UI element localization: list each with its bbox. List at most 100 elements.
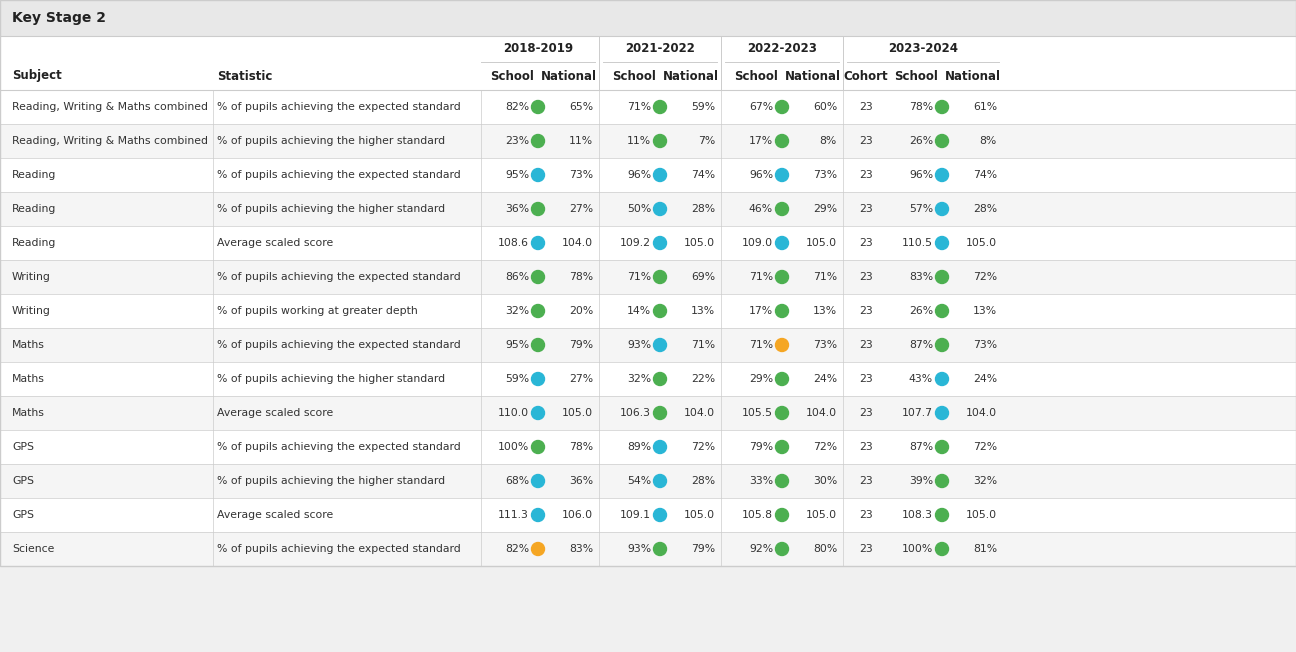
- Text: 71%: 71%: [627, 272, 651, 282]
- Text: 105.0: 105.0: [806, 238, 837, 248]
- Text: 22%: 22%: [691, 374, 715, 384]
- Bar: [0, 0, 1296, 566]
- Text: 26%: 26%: [908, 136, 933, 146]
- Text: 72%: 72%: [973, 442, 997, 452]
- Text: 43%: 43%: [908, 374, 933, 384]
- Circle shape: [775, 134, 788, 147]
- Text: 27%: 27%: [569, 374, 594, 384]
- Text: Science: Science: [12, 544, 54, 554]
- Text: 105.8: 105.8: [743, 510, 772, 520]
- Text: % of pupils working at greater depth: % of pupils working at greater depth: [216, 306, 417, 316]
- Text: School: School: [734, 70, 778, 83]
- Text: 24%: 24%: [813, 374, 837, 384]
- Circle shape: [775, 304, 788, 318]
- Text: % of pupils achieving the expected standard: % of pupils achieving the expected stand…: [216, 442, 461, 452]
- Text: 71%: 71%: [627, 102, 651, 112]
- Circle shape: [531, 406, 544, 419]
- Text: % of pupils achieving the higher standard: % of pupils achieving the higher standar…: [216, 374, 445, 384]
- Text: Average scaled score: Average scaled score: [216, 510, 333, 520]
- Bar: [0, 158, 1296, 192]
- Text: 20%: 20%: [569, 306, 594, 316]
- Text: 109.0: 109.0: [741, 238, 772, 248]
- Text: 71%: 71%: [813, 272, 837, 282]
- Circle shape: [936, 338, 949, 351]
- Text: 23: 23: [859, 374, 874, 384]
- Circle shape: [653, 441, 666, 454]
- Bar: [0, 260, 1296, 294]
- Text: 108.3: 108.3: [902, 510, 933, 520]
- Text: 13%: 13%: [691, 306, 715, 316]
- Text: Reading: Reading: [12, 170, 56, 180]
- Circle shape: [775, 475, 788, 488]
- Bar: [0, 362, 1296, 396]
- Text: 73%: 73%: [813, 340, 837, 350]
- Text: Maths: Maths: [12, 374, 45, 384]
- Text: 2022-2023: 2022-2023: [746, 42, 816, 55]
- Text: 83%: 83%: [569, 544, 594, 554]
- Text: 105.0: 105.0: [684, 238, 715, 248]
- Text: Reading, Writing & Maths combined: Reading, Writing & Maths combined: [12, 136, 207, 146]
- Text: % of pupils achieving the higher standard: % of pupils achieving the higher standar…: [216, 136, 445, 146]
- Bar: [0, 396, 1296, 430]
- Text: 30%: 30%: [813, 476, 837, 486]
- Text: 109.2: 109.2: [619, 238, 651, 248]
- Text: 61%: 61%: [973, 102, 997, 112]
- Text: 72%: 72%: [691, 442, 715, 452]
- Text: 69%: 69%: [691, 272, 715, 282]
- Text: 23%: 23%: [505, 136, 529, 146]
- Text: 23: 23: [859, 238, 874, 248]
- Text: 104.0: 104.0: [684, 408, 715, 418]
- Text: 72%: 72%: [973, 272, 997, 282]
- Circle shape: [775, 338, 788, 351]
- Circle shape: [531, 271, 544, 284]
- Text: 59%: 59%: [505, 374, 529, 384]
- Text: 59%: 59%: [691, 102, 715, 112]
- Circle shape: [653, 134, 666, 147]
- Circle shape: [653, 475, 666, 488]
- Circle shape: [531, 100, 544, 113]
- Text: 29%: 29%: [813, 204, 837, 214]
- Text: 95%: 95%: [505, 170, 529, 180]
- Text: 80%: 80%: [813, 544, 837, 554]
- Circle shape: [775, 168, 788, 181]
- Text: 106.0: 106.0: [562, 510, 594, 520]
- Text: 2023-2024: 2023-2024: [888, 42, 958, 55]
- Circle shape: [653, 271, 666, 284]
- Text: 57%: 57%: [908, 204, 933, 214]
- Circle shape: [936, 542, 949, 556]
- Text: 28%: 28%: [973, 204, 997, 214]
- Text: 95%: 95%: [505, 340, 529, 350]
- Text: 104.0: 104.0: [806, 408, 837, 418]
- Text: % of pupils achieving the expected standard: % of pupils achieving the expected stand…: [216, 170, 461, 180]
- Text: National: National: [785, 70, 841, 83]
- Text: Subject: Subject: [12, 70, 62, 83]
- Circle shape: [653, 168, 666, 181]
- Circle shape: [775, 542, 788, 556]
- Circle shape: [936, 304, 949, 318]
- Text: 100%: 100%: [498, 442, 529, 452]
- Text: 23: 23: [859, 204, 874, 214]
- Circle shape: [653, 203, 666, 216]
- Circle shape: [775, 203, 788, 216]
- Text: % of pupils achieving the expected standard: % of pupils achieving the expected stand…: [216, 102, 461, 112]
- Bar: [0, 430, 1296, 464]
- Text: 78%: 78%: [569, 442, 594, 452]
- Text: 13%: 13%: [973, 306, 997, 316]
- Text: 108.6: 108.6: [498, 238, 529, 248]
- Text: 27%: 27%: [569, 204, 594, 214]
- Text: National: National: [945, 70, 1001, 83]
- Text: 72%: 72%: [813, 442, 837, 452]
- Bar: [0, 532, 1296, 566]
- Text: 50%: 50%: [627, 204, 651, 214]
- Circle shape: [531, 203, 544, 216]
- Text: 89%: 89%: [627, 442, 651, 452]
- Text: 96%: 96%: [749, 170, 772, 180]
- Text: 82%: 82%: [505, 544, 529, 554]
- Text: School: School: [490, 70, 534, 83]
- Circle shape: [653, 542, 666, 556]
- Text: 105.0: 105.0: [562, 408, 594, 418]
- Text: 93%: 93%: [627, 544, 651, 554]
- Text: 8%: 8%: [980, 136, 997, 146]
- Circle shape: [531, 168, 544, 181]
- Bar: [0, 124, 1296, 158]
